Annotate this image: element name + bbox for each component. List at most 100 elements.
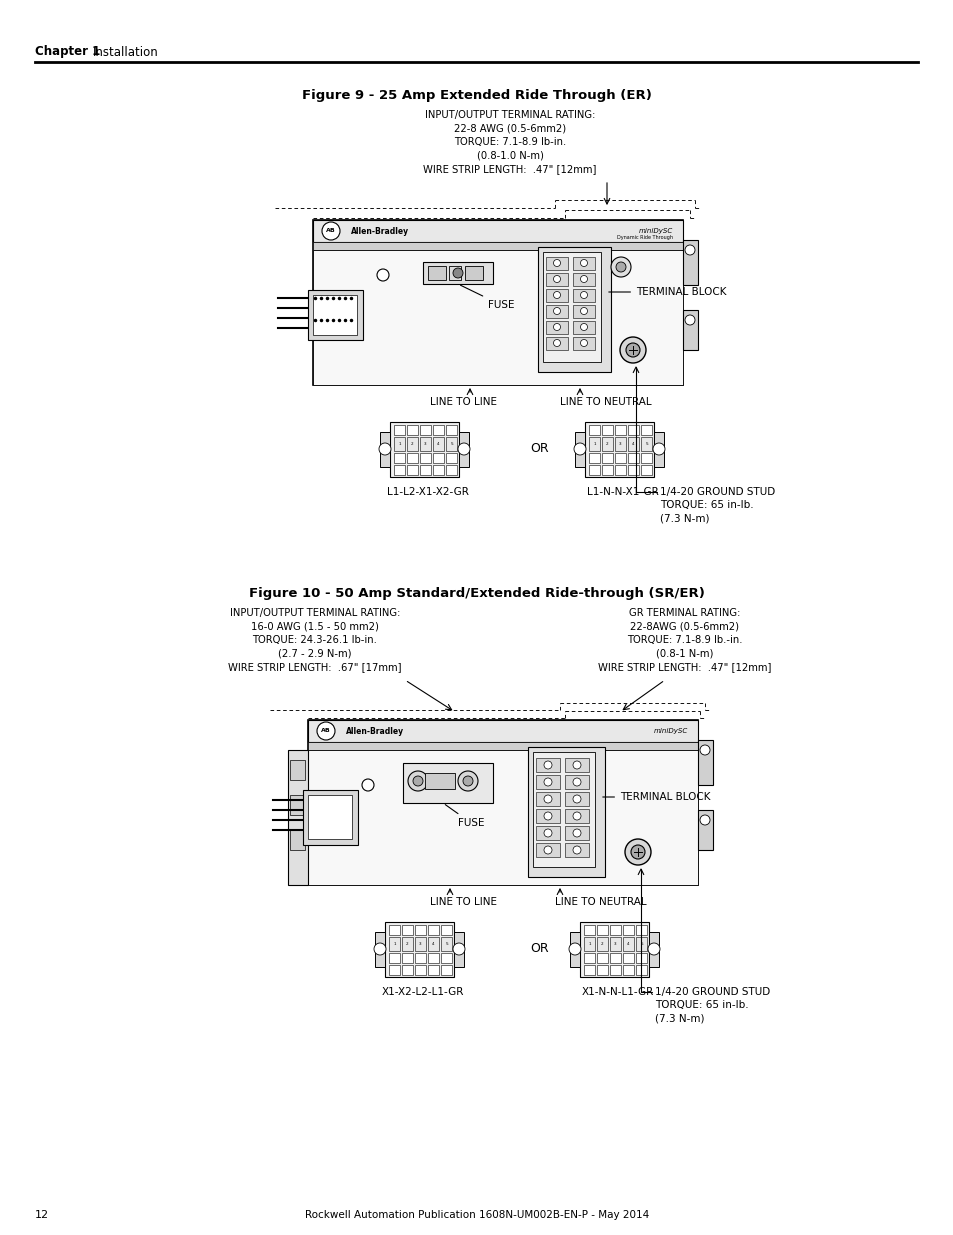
- Text: L1-L2-X1-X2-GR: L1-L2-X1-X2-GR: [387, 487, 469, 496]
- Bar: [627, 453, 639, 463]
- Bar: [402, 763, 493, 803]
- Bar: [446, 425, 456, 435]
- Text: 4: 4: [432, 942, 435, 946]
- Bar: [440, 937, 452, 951]
- Bar: [615, 425, 625, 435]
- Bar: [573, 337, 595, 350]
- Bar: [698, 810, 712, 850]
- Bar: [464, 266, 482, 280]
- Bar: [536, 809, 559, 823]
- Circle shape: [376, 269, 389, 282]
- Bar: [428, 965, 438, 974]
- Bar: [579, 923, 648, 977]
- Bar: [648, 932, 659, 967]
- Bar: [446, 453, 456, 463]
- Bar: [601, 466, 613, 475]
- Bar: [389, 953, 399, 963]
- Bar: [564, 809, 588, 823]
- Text: LINE TO LINE: LINE TO LINE: [430, 396, 497, 408]
- Bar: [433, 437, 443, 451]
- Bar: [601, 425, 613, 435]
- Bar: [564, 776, 588, 789]
- Text: Figure 10 - 50 Amp Standard/Extended Ride-through (SR/ER): Figure 10 - 50 Amp Standard/Extended Rid…: [249, 588, 704, 600]
- Bar: [424, 773, 455, 789]
- Bar: [682, 310, 698, 350]
- Circle shape: [378, 443, 391, 454]
- Bar: [288, 750, 308, 885]
- Bar: [588, 425, 599, 435]
- Bar: [419, 425, 431, 435]
- Circle shape: [579, 275, 587, 283]
- Text: 12: 12: [35, 1210, 49, 1220]
- Bar: [433, 466, 443, 475]
- Bar: [527, 747, 604, 877]
- Text: X1-X2-L2-L1-GR: X1-X2-L2-L1-GR: [381, 987, 464, 997]
- Bar: [601, 453, 613, 463]
- Bar: [308, 742, 698, 750]
- Bar: [564, 758, 588, 772]
- Circle shape: [316, 722, 335, 740]
- Circle shape: [616, 262, 625, 272]
- Text: miniDySC: miniDySC: [653, 727, 687, 734]
- Text: 1: 1: [393, 942, 395, 946]
- Text: 1: 1: [588, 942, 590, 946]
- Circle shape: [553, 308, 560, 315]
- Bar: [313, 220, 682, 385]
- Bar: [303, 790, 357, 845]
- Bar: [385, 923, 454, 977]
- Circle shape: [700, 815, 709, 825]
- Bar: [588, 453, 599, 463]
- Bar: [615, 453, 625, 463]
- Text: AB: AB: [326, 228, 335, 233]
- Bar: [308, 750, 698, 885]
- Bar: [636, 925, 646, 935]
- Circle shape: [610, 257, 630, 277]
- Bar: [308, 720, 698, 742]
- Bar: [422, 262, 493, 284]
- Circle shape: [647, 944, 659, 955]
- Text: 2: 2: [406, 942, 409, 946]
- Bar: [609, 953, 620, 963]
- Bar: [440, 965, 452, 974]
- Bar: [609, 965, 620, 974]
- Text: Chapter 1: Chapter 1: [35, 46, 100, 58]
- Circle shape: [408, 771, 428, 790]
- Circle shape: [374, 944, 386, 955]
- Bar: [622, 925, 634, 935]
- Bar: [597, 925, 607, 935]
- Bar: [609, 937, 620, 951]
- Text: LINE TO NEUTRAL: LINE TO NEUTRAL: [555, 897, 646, 906]
- Bar: [588, 437, 599, 451]
- Text: OR: OR: [530, 942, 549, 956]
- Circle shape: [543, 811, 552, 820]
- Bar: [597, 937, 607, 951]
- Text: OR: OR: [530, 442, 549, 456]
- Circle shape: [322, 222, 339, 240]
- Circle shape: [579, 340, 587, 347]
- Bar: [536, 844, 559, 857]
- Bar: [415, 953, 426, 963]
- Bar: [313, 249, 682, 385]
- Circle shape: [619, 337, 645, 363]
- Bar: [545, 289, 567, 303]
- Bar: [313, 242, 682, 249]
- Bar: [428, 937, 438, 951]
- Bar: [458, 432, 469, 467]
- Bar: [415, 937, 426, 951]
- Bar: [401, 925, 413, 935]
- Bar: [601, 437, 613, 451]
- Circle shape: [652, 443, 664, 454]
- Bar: [394, 453, 405, 463]
- Bar: [449, 266, 460, 280]
- Bar: [627, 466, 639, 475]
- Text: 2: 2: [605, 442, 608, 446]
- Circle shape: [543, 778, 552, 785]
- Bar: [573, 257, 595, 270]
- Bar: [573, 289, 595, 303]
- Text: 1: 1: [397, 442, 400, 446]
- Bar: [308, 795, 352, 839]
- Bar: [446, 437, 456, 451]
- Bar: [640, 425, 651, 435]
- Bar: [545, 321, 567, 333]
- Text: 4: 4: [436, 442, 439, 446]
